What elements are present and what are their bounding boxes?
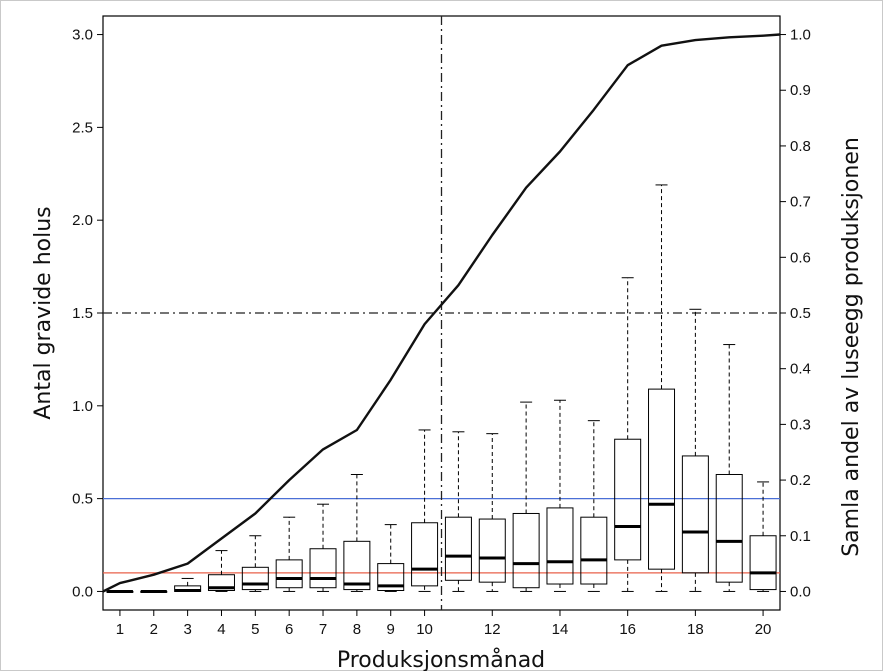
y-right-tick-label: 0.0 (790, 583, 811, 600)
box-iqr (444, 516, 472, 581)
x-tick-label: 8 (353, 621, 361, 638)
x-tick-label: 5 (251, 621, 259, 638)
box-month-15 (580, 420, 608, 592)
axes: 0.0 0.5 1.0 1.5 2.0 2.5 3.0 0.0 0.1 0.2 0.3 0.4 0.5 0… (72, 27, 811, 638)
box-month-19 (715, 344, 743, 592)
box-month-12 (478, 433, 506, 592)
x-axis-title: Produksjonsmånad (337, 647, 545, 671)
x-tick-label: 4 (217, 621, 225, 638)
y-left-tick-label: 0.0 (72, 583, 93, 600)
box-iqr (241, 566, 269, 591)
box-month-9 (377, 524, 405, 592)
y-left-tick-label: 1.0 (72, 398, 93, 415)
y-right-tick-label: 1.0 (790, 27, 811, 44)
y-right-tick-label: 0.3 (790, 416, 811, 433)
box-month-16 (614, 277, 642, 592)
y-left-axis-title: Antal gravide holus (31, 206, 56, 419)
y-left-tick-label: 2.0 (72, 212, 93, 229)
boxplots (106, 184, 777, 593)
x-tick-label: 6 (285, 621, 293, 638)
box-iqr (715, 473, 743, 583)
y-right-tick-label: 0.6 (790, 249, 811, 266)
box-month-17 (648, 184, 676, 592)
x-tick-label: 2 (150, 621, 158, 638)
box-iqr (411, 522, 439, 587)
box-iqr (580, 516, 608, 585)
y-right-tick-label: 0.5 (790, 305, 811, 322)
box-month-7 (309, 503, 337, 592)
box-month-18 (681, 308, 709, 592)
box-iqr (681, 455, 709, 574)
box-month-11 (444, 431, 472, 592)
y-left-tick-label: 0.5 (72, 491, 93, 508)
box-month-1 (106, 589, 134, 593)
x-tick-label: 12 (484, 621, 501, 638)
box-iqr (546, 507, 574, 585)
box-iqr (275, 559, 303, 589)
box-iqr (648, 388, 676, 570)
box-month-20 (749, 481, 777, 592)
box-iqr (614, 438, 642, 561)
box-month-2 (140, 589, 168, 593)
box-iqr (478, 518, 506, 583)
box-month-8 (343, 473, 371, 592)
y-right-tick-label: 0.7 (790, 194, 811, 211)
box-iqr (377, 563, 405, 592)
x-tick-label: 16 (619, 621, 636, 638)
x-tick-label: 10 (416, 621, 433, 638)
y-left-tick-label: 2.5 (72, 119, 93, 136)
x-tick-label: 9 (387, 621, 395, 638)
y-left-tick-label: 3.0 (72, 27, 93, 44)
x-tick-label: 3 (183, 621, 191, 638)
y-right-tick-label: 0.1 (790, 528, 811, 545)
reference-lines (103, 16, 780, 610)
box-iqr (512, 512, 540, 589)
cumulative-share-line (102, 33, 781, 593)
y-right-tick-label: 0.2 (790, 472, 811, 489)
y-right-axis-title: Samla andel av luseegg produksjonen (839, 137, 864, 557)
box-month-13 (512, 401, 540, 592)
box-month-10 (411, 429, 439, 592)
box-month-6 (275, 516, 303, 592)
y-right-tick-label: 0.4 (790, 361, 811, 378)
box-month-14 (546, 399, 574, 592)
y-left-tick-label: 1.5 (72, 305, 93, 322)
x-tick-label: 18 (687, 621, 704, 638)
x-tick-label: 14 (552, 621, 569, 638)
box-month-4 (207, 550, 235, 592)
y-right-tick-label: 0.8 (790, 138, 811, 155)
box-iqr (309, 548, 337, 589)
y-right-tick-label: 0.9 (790, 82, 811, 99)
box-month-5 (241, 535, 269, 592)
box-iqr (343, 540, 371, 591)
x-tick-label: 7 (319, 621, 327, 638)
cumulative-line (102, 33, 781, 593)
box-iqr (207, 574, 235, 592)
x-tick-label: 1 (116, 621, 124, 638)
x-tick-label: 20 (755, 621, 772, 638)
box-iqr (749, 535, 777, 591)
box-month-3 (174, 577, 202, 593)
